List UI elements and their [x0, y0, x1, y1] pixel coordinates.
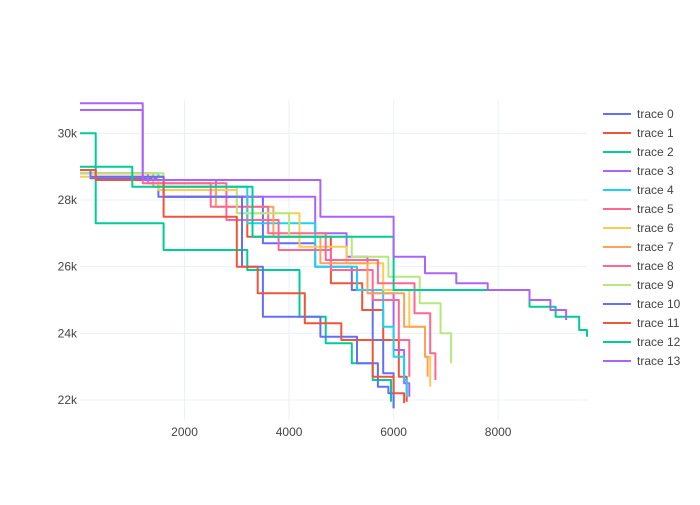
legend-label: trace 9: [637, 278, 674, 292]
series-line-8: [80, 172, 437, 380]
legend-item[interactable]: trace 9: [603, 278, 674, 292]
legend-item[interactable]: trace 13: [603, 354, 681, 368]
y-tick-label: 30k: [58, 126, 78, 140]
legend-label: trace 2: [637, 145, 674, 159]
legend-label: trace 4: [637, 183, 674, 197]
y-axis: 22k 24k 26k 28k 30k: [58, 126, 78, 407]
x-axis: 2000 4000 6000 8000: [171, 425, 512, 439]
x-tick-label: 8000: [485, 425, 512, 439]
legend-label: trace 5: [637, 202, 674, 216]
legend-label: trace 11: [637, 316, 680, 330]
x-tick-label: 6000: [380, 425, 407, 439]
legend-item[interactable]: trace 10: [603, 297, 681, 311]
legend-item[interactable]: trace 12: [603, 335, 681, 349]
plot-area: [80, 102, 588, 409]
legend-item[interactable]: trace 1: [603, 126, 674, 140]
legend-label: trace 6: [637, 221, 674, 235]
legend-item[interactable]: trace 8: [603, 259, 674, 273]
series-line-12: [80, 165, 588, 337]
legend-item[interactable]: trace 11: [603, 316, 680, 330]
x-tick-label: 2000: [171, 425, 198, 439]
legend-item[interactable]: trace 3: [603, 164, 674, 178]
x-tick-label: 4000: [276, 425, 303, 439]
legend-item[interactable]: trace 0: [603, 107, 674, 121]
y-tick-label: 28k: [58, 193, 78, 207]
legend-label: trace 10: [637, 297, 681, 311]
legend-label: trace 13: [637, 354, 681, 368]
legend[interactable]: trace 0 trace 1 trace 2 trace 3 trace 4 trace…: [603, 107, 681, 368]
legend-label: trace 1: [637, 126, 674, 140]
legend-label: trace 12: [637, 335, 681, 349]
series-line-13: [80, 109, 568, 320]
series-line-10: [80, 169, 395, 409]
y-tick-label: 26k: [58, 260, 78, 274]
legend-label: trace 0: [637, 107, 674, 121]
legend-item[interactable]: trace 5: [603, 202, 674, 216]
legend-label: trace 7: [637, 240, 674, 254]
legend-item[interactable]: trace 6: [603, 221, 674, 235]
legend-item[interactable]: trace 7: [603, 240, 674, 254]
legend-label: trace 3: [637, 164, 674, 178]
y-tick-label: 24k: [58, 326, 78, 340]
legend-item[interactable]: trace 4: [603, 183, 674, 197]
y-tick-label: 22k: [58, 393, 78, 407]
grid: [80, 100, 587, 420]
legend-label: trace 8: [637, 259, 674, 273]
legend-item[interactable]: trace 2: [603, 145, 674, 159]
